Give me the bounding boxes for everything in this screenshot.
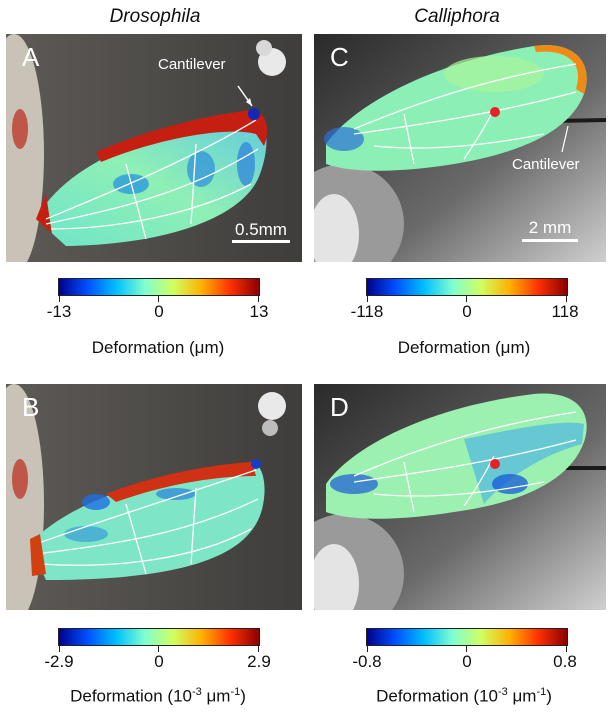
colorbar-c-max: 118 bbox=[551, 302, 579, 321]
colorbar-b-tick-max bbox=[258, 646, 259, 652]
colorbar-b-title-end: ) bbox=[240, 686, 246, 706]
colorbar-c-tick-min bbox=[367, 296, 368, 302]
cantilever-label-c: Cantilever bbox=[512, 156, 580, 173]
colorbar-d bbox=[366, 628, 568, 646]
colorbar-c-tick-max bbox=[566, 296, 567, 302]
colorbar-d-min: -0.8 bbox=[352, 652, 382, 671]
colorbar-b-max: 2.9 bbox=[247, 652, 271, 671]
panel-letter-c: C bbox=[330, 42, 349, 72]
colorbar-b bbox=[58, 628, 260, 646]
panel-letter-b: B bbox=[22, 392, 40, 422]
title-drosophila: Drosophila bbox=[109, 6, 201, 27]
colorbar-b-title: Deformation (10-3 μm-1) bbox=[8, 686, 308, 707]
colorbar-d-tick-max bbox=[566, 646, 567, 652]
colorbar-c-tick-mid bbox=[466, 296, 467, 302]
colorbar-b-title-main: Deformation (10 bbox=[70, 686, 192, 706]
panel-c: C Cantilever 2 mm bbox=[314, 34, 606, 262]
colorbar-a-title: Deformation (μm) bbox=[91, 338, 225, 357]
colorbar-d-title-end: ) bbox=[546, 686, 552, 706]
colorbar-b-title-exp: -3 bbox=[191, 686, 202, 698]
colorbar-c bbox=[366, 278, 568, 296]
panel-a-image bbox=[6, 34, 302, 262]
colorbar-d-tick-mid bbox=[466, 646, 467, 652]
colorbar-d-title-exp2: -1 bbox=[536, 686, 547, 698]
colorbar-b-min: -2.9 bbox=[44, 652, 74, 671]
colorbar-d-title: Deformation (10-3 μm-1) bbox=[314, 686, 608, 707]
cantilever-label-a: Cantilever bbox=[158, 56, 226, 73]
colorbar-b-mid: 0 bbox=[154, 652, 164, 671]
colorbar-d-title-main: Deformation (10 bbox=[376, 686, 498, 706]
colorbar-c-mid: 0 bbox=[462, 302, 472, 321]
colorbar-d-max: 0.8 bbox=[553, 652, 577, 671]
panel-d: D bbox=[314, 384, 606, 610]
panel-a: A Cantilever 0.5mm bbox=[6, 34, 302, 262]
colorbar-a-tick-mid bbox=[158, 296, 159, 302]
colorbar-a-mid: 0 bbox=[154, 302, 164, 321]
colorbar-d-title-exp: -3 bbox=[497, 686, 508, 698]
colorbar-a-min: -13 bbox=[46, 302, 72, 321]
colorbar-a-tick-min bbox=[59, 296, 60, 302]
colorbar-d-tick-min bbox=[367, 646, 368, 652]
colorbar-d-mid: 0 bbox=[462, 652, 472, 671]
scale-label-c: 2 mm bbox=[528, 218, 572, 237]
scale-label-a: 0.5mm bbox=[235, 220, 287, 239]
colorbar-d-title-unit: μm bbox=[507, 686, 537, 706]
panel-b: B bbox=[6, 384, 302, 610]
colorbar-c-title: Deformation (μm) bbox=[397, 338, 531, 357]
colorbar-b-title-unit: μm bbox=[201, 686, 231, 706]
colorbar-a bbox=[58, 278, 260, 296]
colorbar-b-tick-min bbox=[59, 646, 60, 652]
panel-letter-d: D bbox=[330, 392, 349, 422]
panel-d-image bbox=[314, 384, 606, 610]
colorbar-a-max: 13 bbox=[249, 302, 269, 321]
panel-c-image bbox=[314, 34, 606, 262]
panel-letter-a: A bbox=[22, 42, 40, 72]
colorbar-b-title-exp2: -1 bbox=[230, 686, 241, 698]
title-calliphora: Calliphora bbox=[414, 6, 500, 27]
colorbar-b-tick-mid bbox=[158, 646, 159, 652]
colorbar-a-tick-max bbox=[258, 296, 259, 302]
panel-b-image bbox=[6, 384, 302, 610]
colorbar-c-min: -118 bbox=[350, 302, 384, 321]
